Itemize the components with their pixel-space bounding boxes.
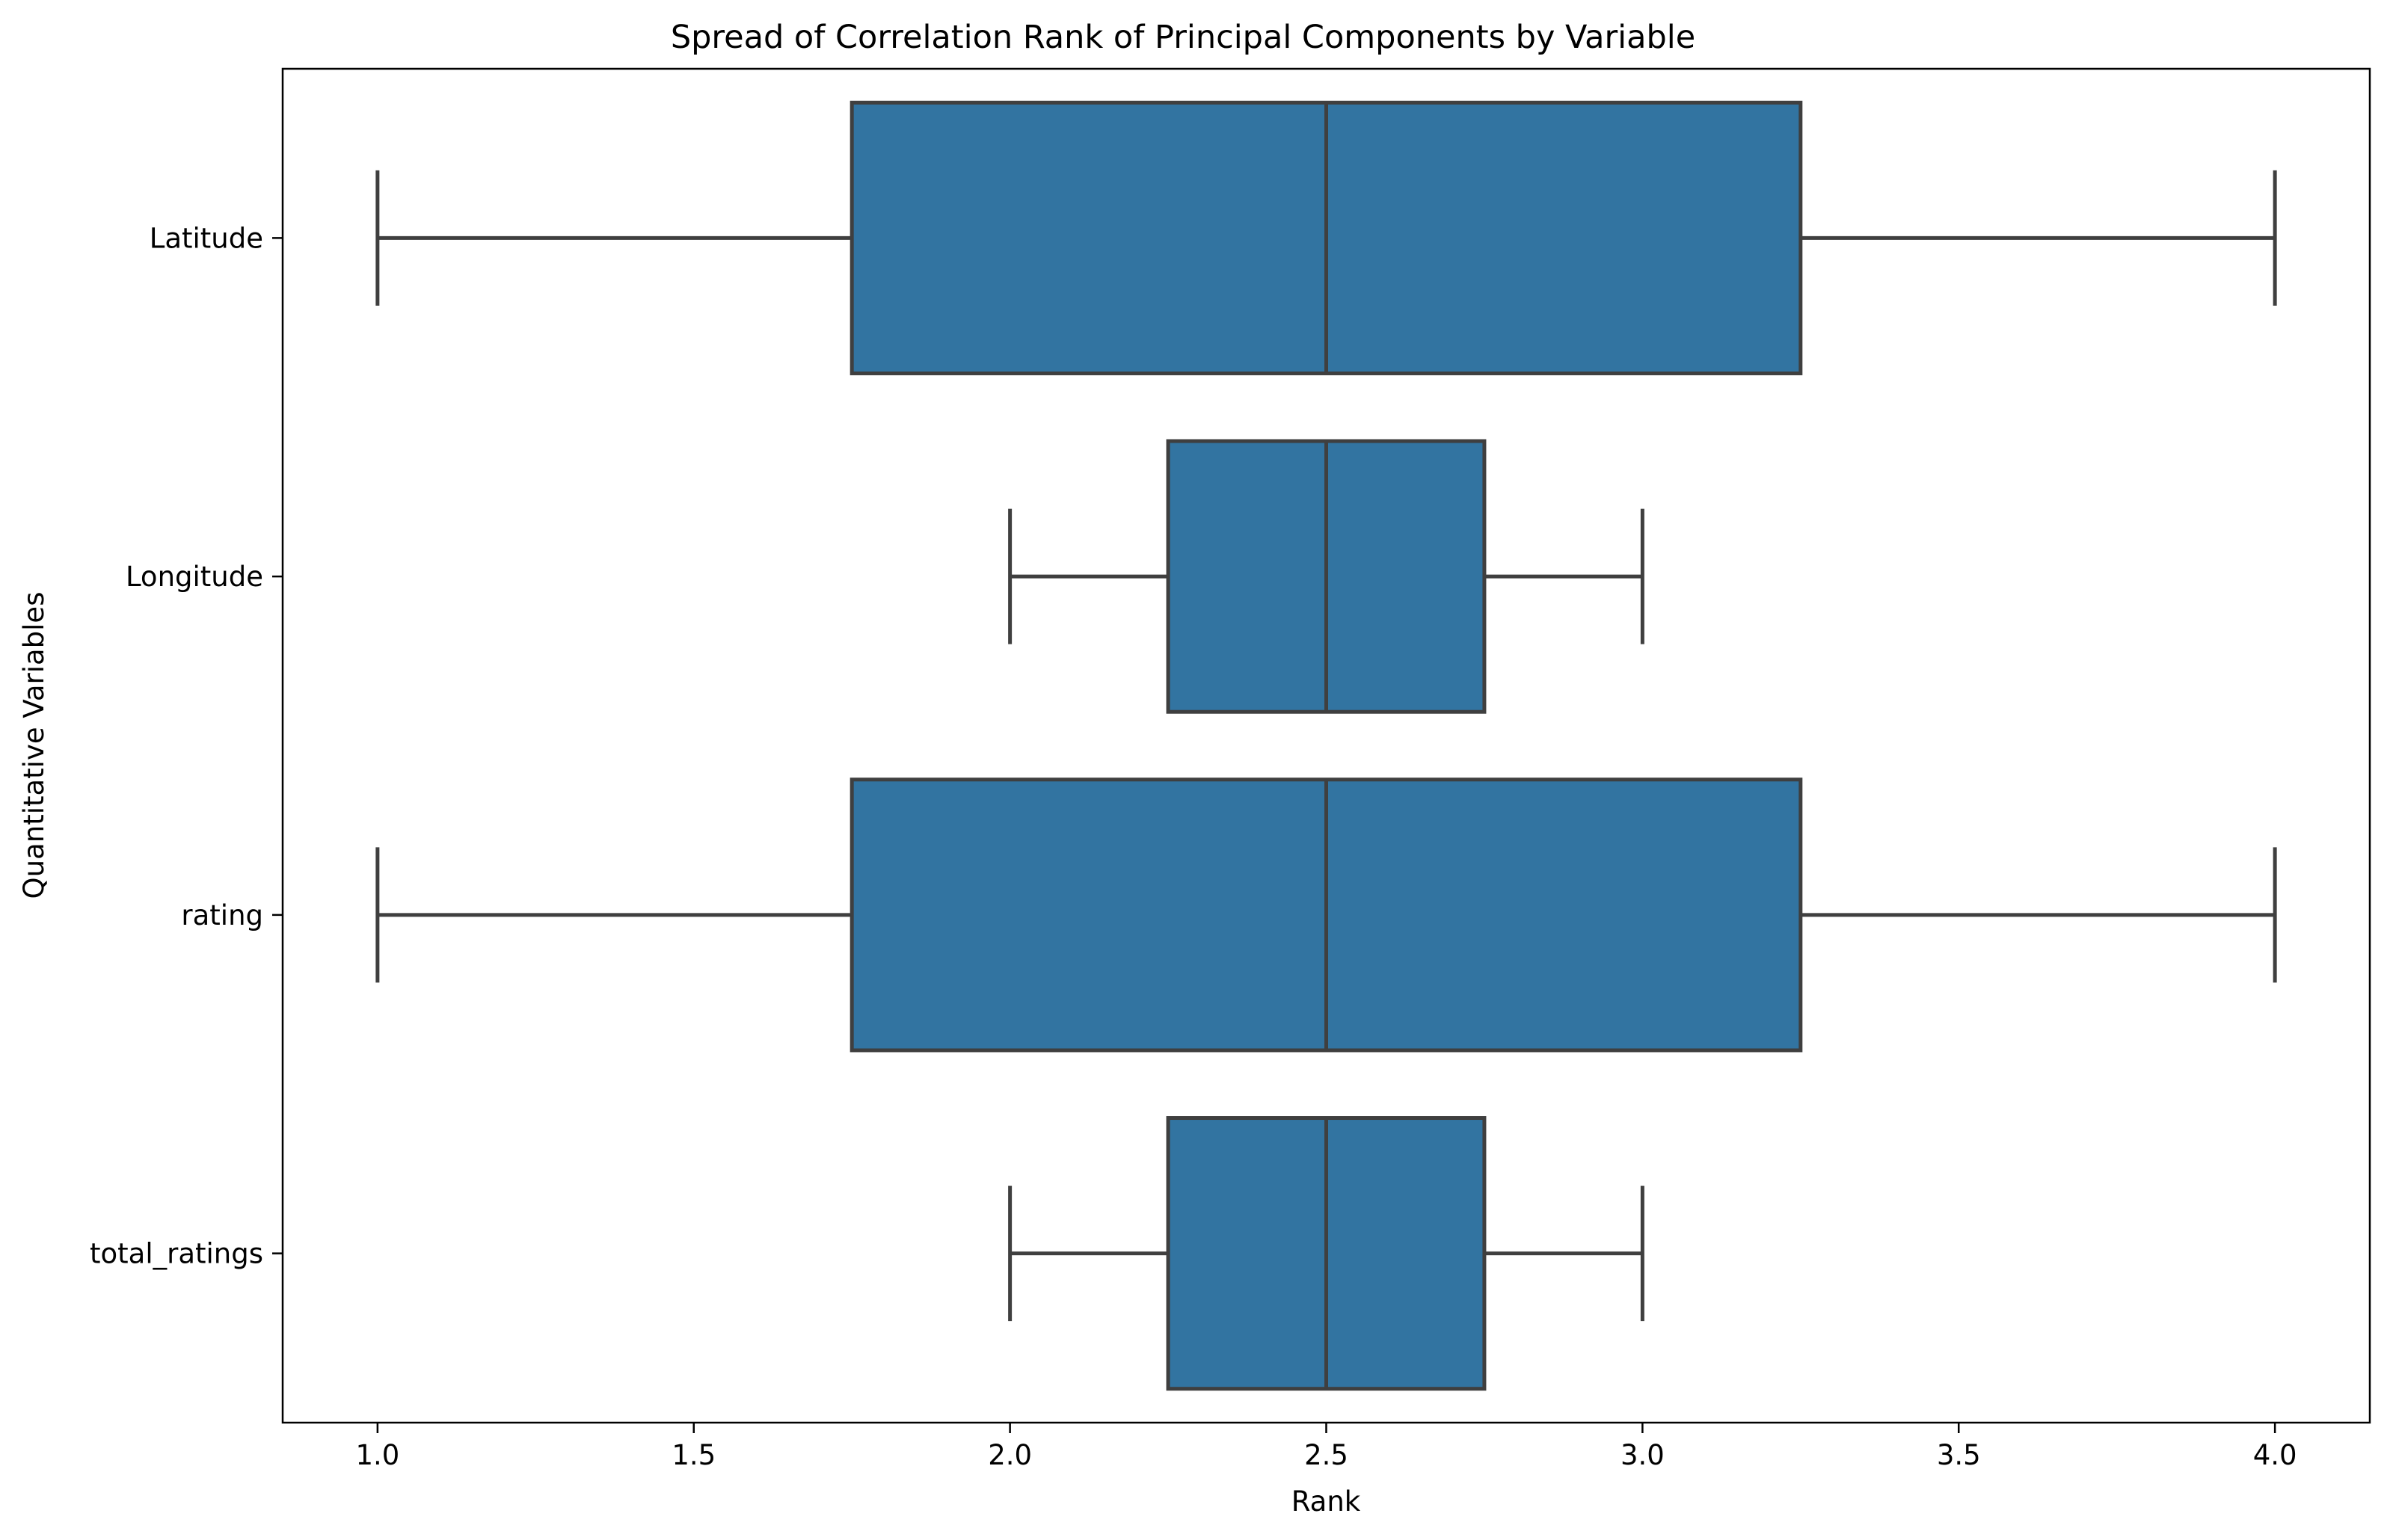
chart-title: Spread of Correlation Rank of Principal … xyxy=(671,19,1695,56)
box-group-total-ratings xyxy=(1008,1116,1644,1391)
y-axis: Latitude Longitude rating total_ratings xyxy=(90,222,283,1270)
x-axis: 1.0 1.5 2.0 2.5 3.0 3.5 4.0 xyxy=(355,1423,2297,1471)
x-tick-label: 3.0 xyxy=(1621,1439,1665,1471)
x-tick-label: 2.0 xyxy=(988,1439,1032,1471)
y-tick-label: Latitude xyxy=(150,222,263,254)
box-group-longitude xyxy=(1008,439,1644,714)
y-tick-label: total_ratings xyxy=(90,1238,263,1270)
y-tick-label: rating xyxy=(181,899,263,931)
x-tick-label: 1.5 xyxy=(672,1439,716,1471)
x-tick-label: 4.0 xyxy=(2253,1439,2297,1471)
x-tick-label: 2.5 xyxy=(1304,1439,1348,1471)
y-axis-label: Quantitative Variables xyxy=(18,592,50,899)
y-tick-label: Longitude xyxy=(126,561,263,593)
x-tick-label: 1.0 xyxy=(355,1439,399,1471)
box-group-latitude xyxy=(375,100,2277,375)
x-tick-label: 3.5 xyxy=(1937,1439,1981,1471)
plot-area xyxy=(375,100,2277,1391)
box-group-rating xyxy=(375,777,2277,1053)
x-axis-label: Rank xyxy=(1291,1485,1361,1518)
